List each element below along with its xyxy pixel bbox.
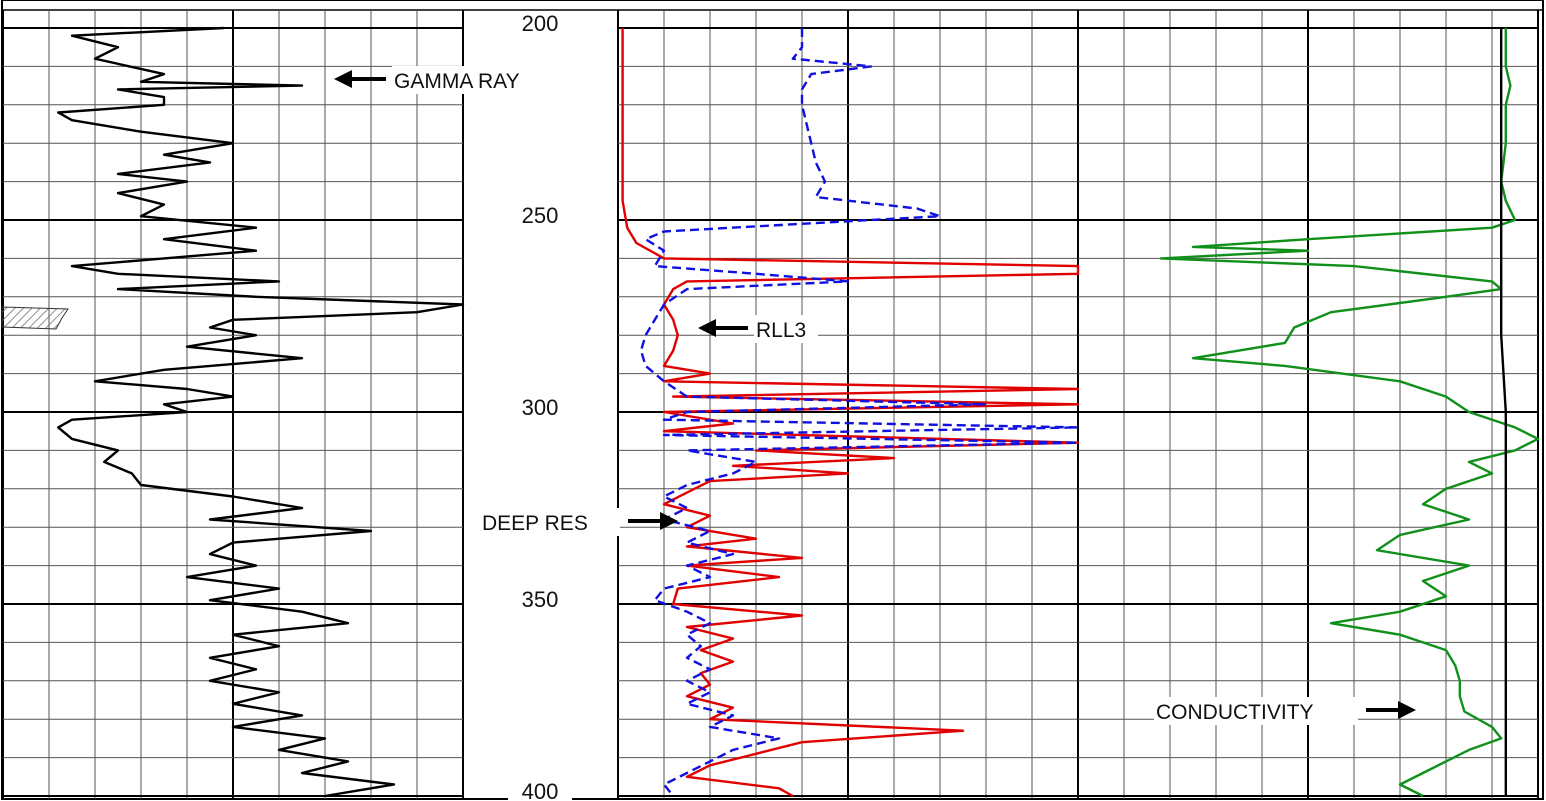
depth-label-bg — [508, 11, 572, 33]
annotation-label: DEEP RES — [482, 512, 588, 535]
series-line-gamma-ray — [57, 26, 465, 798]
annotation-label: RLL3 — [756, 319, 806, 342]
annotation-label: CONDUCTIVITY — [1156, 701, 1314, 724]
annotation-gamma-ray: GAMMA RAY — [334, 66, 554, 94]
depth-tick-label: 350 — [522, 587, 559, 612]
grid-conductivity-track — [1077, 10, 1539, 799]
log-curves — [57, 26, 1540, 798]
hatched-marker — [1, 306, 69, 330]
annotation-bg — [754, 315, 818, 343]
arrow-right-icon — [660, 512, 678, 530]
annotation-rll3: RLL3 — [698, 315, 818, 343]
depth-tick-label: 400 — [522, 779, 559, 801]
series-line-deep-res — [621, 28, 1080, 798]
depth-tick-label: 250 — [522, 203, 559, 228]
depth-label-bg — [508, 203, 572, 225]
annotation-conductivity: CONDUCTIVITY — [1154, 697, 1416, 725]
annotation-label: GAMMA RAY — [394, 70, 520, 93]
track-grids — [2, 10, 1539, 799]
series-line-baseline — [1499, 28, 1508, 796]
arrow-left-icon — [698, 319, 716, 337]
series-line-conductivity — [1159, 28, 1540, 798]
annotation-bg — [392, 66, 554, 94]
depth-axis-labels: 200 250 300 350 400 — [508, 11, 572, 801]
grid-gamma-track — [2, 10, 464, 799]
depth-tick-label: 200 — [522, 11, 559, 36]
arrow-left-icon — [334, 70, 352, 88]
arrow-right-icon — [1398, 701, 1416, 719]
depth-tick-label: 300 — [522, 395, 559, 420]
annotation-deep-res: DEEP RES — [480, 508, 678, 536]
annotation-bg — [480, 508, 620, 536]
depth-label-bg — [508, 779, 572, 801]
annotation-bg — [1154, 697, 1358, 725]
depth-label-bg — [508, 587, 572, 609]
depth-label-bg — [508, 395, 572, 417]
series-line-rll3 — [639, 28, 1080, 797]
